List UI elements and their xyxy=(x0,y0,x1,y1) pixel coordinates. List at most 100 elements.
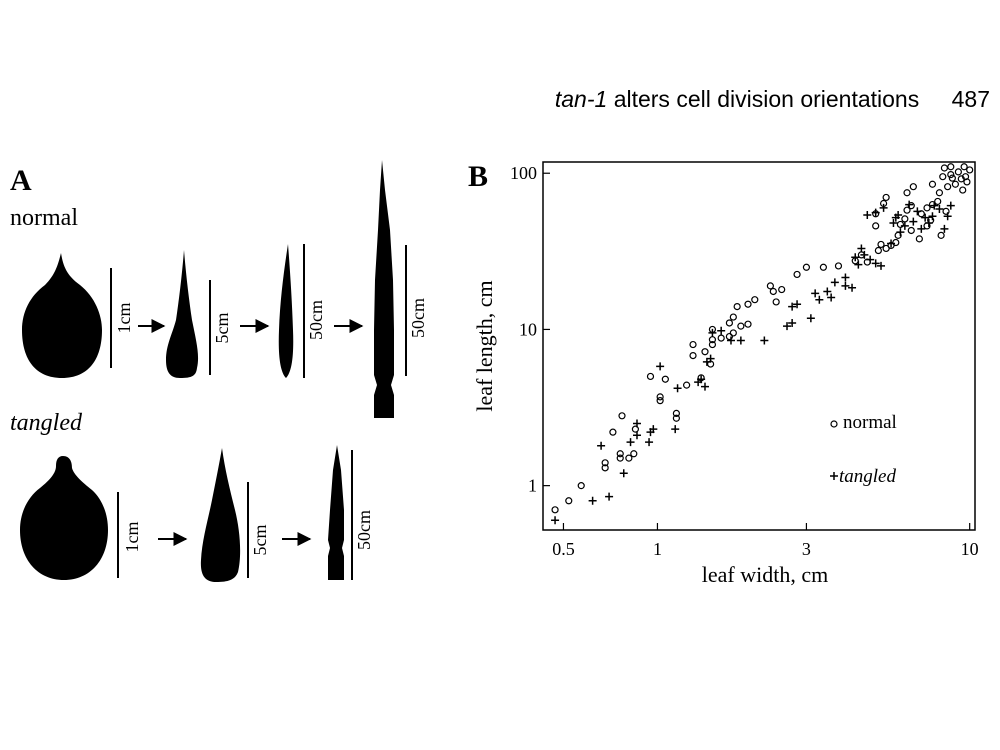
data-point-normal xyxy=(708,340,717,349)
data-point-tangled xyxy=(706,354,715,363)
y-tick-label: 10 xyxy=(519,319,537,339)
data-point-normal xyxy=(609,428,617,436)
data-point-normal xyxy=(744,320,752,328)
data-point-normal xyxy=(672,409,680,418)
x-tick-label: 1 xyxy=(653,539,662,559)
panel-a-label: A xyxy=(10,164,32,197)
data-point-normal xyxy=(942,207,950,215)
data-point-tangled xyxy=(913,207,922,216)
data-point-normal xyxy=(877,240,885,249)
data-point-tangled xyxy=(551,516,560,525)
normal-scale-label-1: 1cm xyxy=(114,303,134,334)
data-point-normal xyxy=(565,497,573,505)
data-point-normal xyxy=(551,506,559,514)
data-point-tangled xyxy=(851,253,860,262)
data-point-tangled xyxy=(900,221,909,230)
data-point-tangled xyxy=(811,289,820,298)
data-point-tangled xyxy=(940,224,949,233)
data-point-tangled xyxy=(708,328,717,337)
data-point-tangled xyxy=(905,200,914,209)
tangled-leaf-1 xyxy=(20,456,108,580)
data-point-normal xyxy=(766,282,774,290)
data-point-tangled xyxy=(930,201,939,210)
data-point-normal xyxy=(656,397,664,405)
data-point-tangled xyxy=(928,212,937,221)
data-point-tangled xyxy=(909,217,918,226)
legend-tangled-label: tangled xyxy=(839,466,896,487)
running-header: tan-1 alters cell division orientations … xyxy=(555,86,990,113)
data-point-normal xyxy=(577,482,585,490)
data-point-tangled xyxy=(697,375,706,384)
data-point-normal xyxy=(947,163,955,171)
normal-scale-label-2: 5cm xyxy=(212,313,232,344)
data-point-tangled xyxy=(871,259,880,268)
data-point-tangled xyxy=(854,260,863,269)
data-point-normal xyxy=(772,298,780,306)
data-point-tangled xyxy=(860,250,869,259)
legend-normal-label: normal xyxy=(843,412,897,433)
data-point-tangled xyxy=(887,239,896,248)
data-point-normal xyxy=(874,246,882,255)
data-point-normal xyxy=(960,163,968,171)
x-axis-ticks: 0.5 1 3 10 xyxy=(552,523,979,559)
data-point-normal xyxy=(896,220,905,229)
data-point-tangled xyxy=(605,492,614,501)
y-tick-label: 100 xyxy=(510,163,537,183)
page-number: 487 xyxy=(951,86,990,112)
data-point-normal xyxy=(939,173,947,181)
data-point-normal xyxy=(882,193,890,202)
data-point-normal xyxy=(630,450,638,458)
data-point-normal xyxy=(751,296,759,304)
data-point-normal xyxy=(928,180,937,188)
data-point-tangled xyxy=(700,382,709,391)
data-point-tangled xyxy=(793,300,802,309)
data-point-tangled xyxy=(841,273,850,282)
data-point-normal xyxy=(725,332,733,341)
series-tangled xyxy=(551,200,955,525)
data-point-tangled xyxy=(806,314,815,323)
data-point-normal xyxy=(944,183,952,191)
data-point-normal xyxy=(729,313,737,321)
data-point-normal xyxy=(903,206,911,214)
data-point-tangled xyxy=(924,219,933,228)
data-point-normal xyxy=(907,226,915,235)
data-point-tangled xyxy=(848,283,857,292)
data-point-tangled xyxy=(597,441,606,450)
data-point-normal xyxy=(959,186,967,194)
y-axis-ticks: 1 10 100 xyxy=(510,163,550,496)
data-point-tangled xyxy=(760,336,769,345)
data-point-normal xyxy=(733,303,741,311)
data-point-normal xyxy=(934,197,942,206)
data-point-normal xyxy=(744,300,752,308)
data-point-normal xyxy=(616,450,624,458)
data-point-tangled xyxy=(877,261,886,270)
normal-leaf-4 xyxy=(374,160,394,418)
data-point-normal xyxy=(947,170,955,179)
data-point-tangled xyxy=(619,469,628,478)
data-point-tangled xyxy=(645,438,654,447)
x-tick-label: 10 xyxy=(961,539,979,559)
data-point-tangled xyxy=(788,318,797,327)
data-point-normal xyxy=(689,351,697,360)
panel-b: B 0.5 1 3 10 1 10 100 leaf width, cm leaf len… xyxy=(468,160,979,587)
data-point-tangled xyxy=(917,224,926,233)
normal-leaf-2 xyxy=(166,250,199,378)
data-point-normal xyxy=(966,166,974,174)
header-gene-name: tan-1 xyxy=(554,86,608,112)
tangled-scale-label-2: 5cm xyxy=(250,525,270,556)
data-point-normal xyxy=(661,375,669,383)
data-point-normal xyxy=(778,285,786,294)
data-point-normal xyxy=(701,348,709,356)
data-point-normal xyxy=(725,319,733,327)
data-point-normal xyxy=(901,215,909,223)
data-point-normal xyxy=(616,454,624,462)
data-point-tangled xyxy=(889,219,898,228)
panel-b-label: B xyxy=(468,160,488,193)
data-point-normal xyxy=(646,372,655,381)
data-point-normal xyxy=(892,238,900,247)
data-point-tangled xyxy=(946,201,955,210)
data-point-tangled xyxy=(673,384,682,393)
x-tick-label: 0.5 xyxy=(552,539,575,559)
data-point-normal xyxy=(683,381,691,389)
